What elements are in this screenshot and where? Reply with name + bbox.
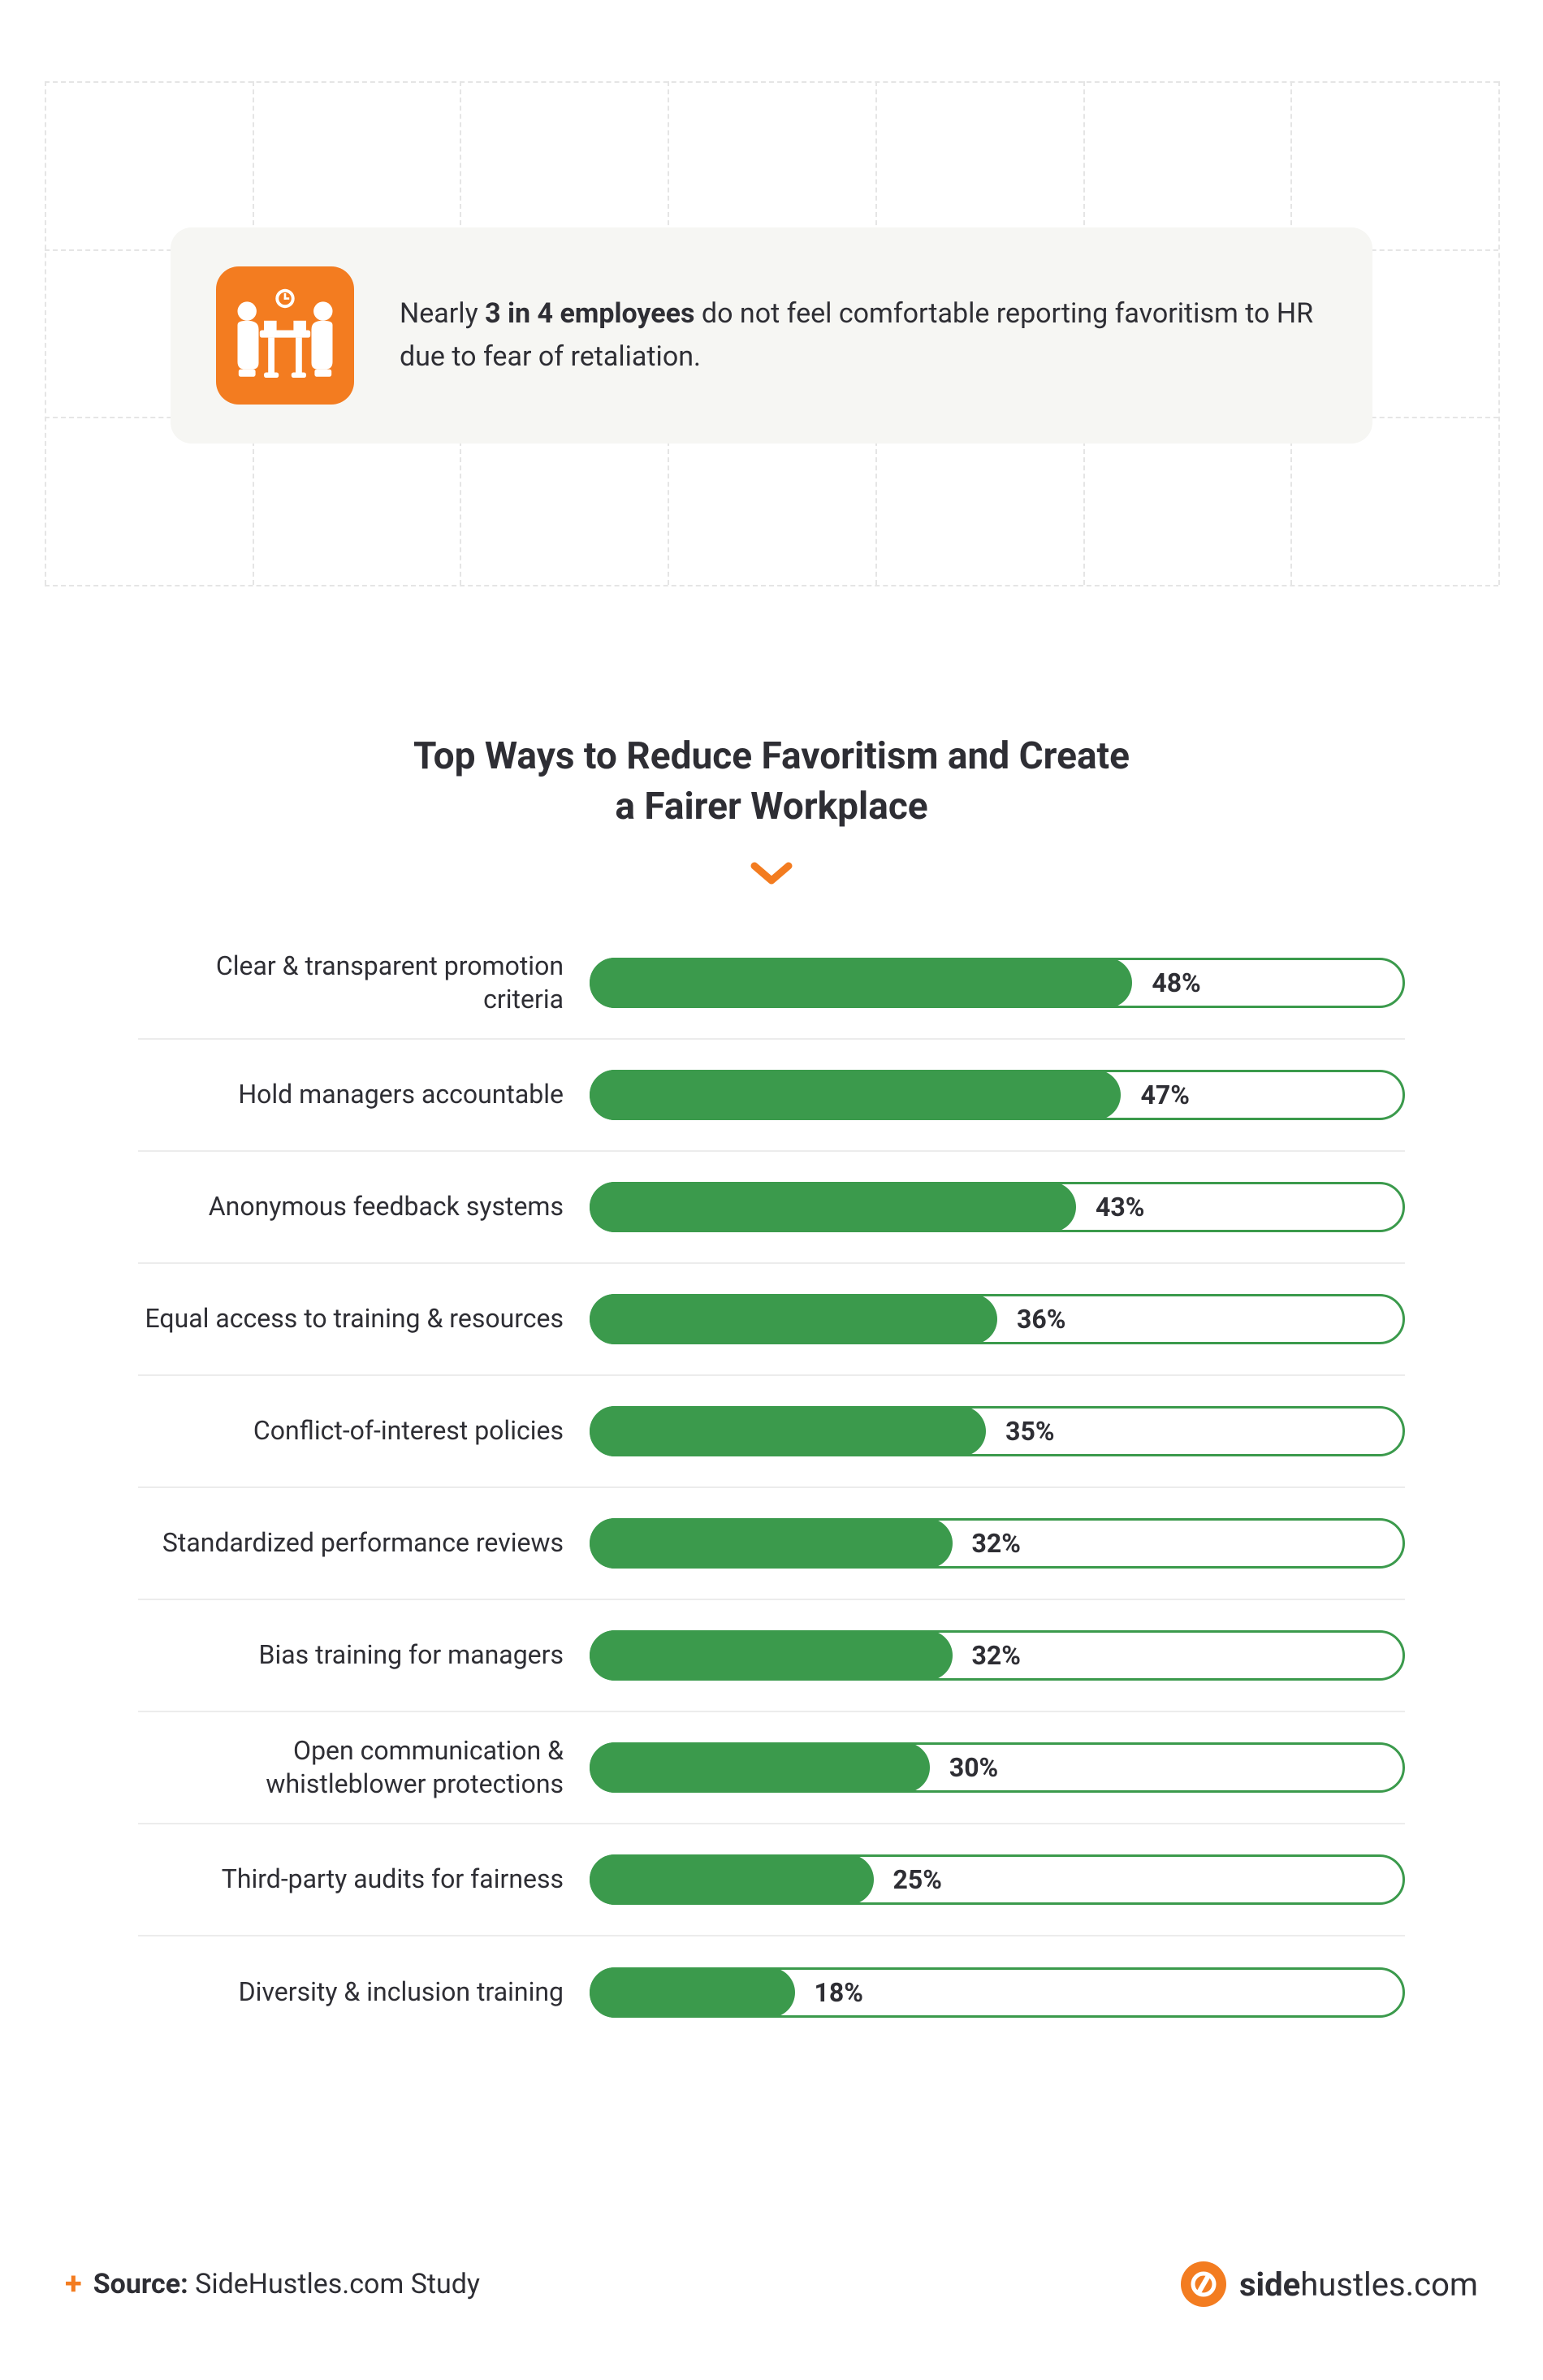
infographic-page: Nearly 3 in 4 employees do not feel comf… (0, 0, 1543, 2380)
bar-label: Conflict-of-interest policies (138, 1414, 568, 1448)
bar-value: 48% (1152, 967, 1200, 998)
chart-row: Standardized performance reviews 32% (138, 1488, 1405, 1600)
footer: + Source: SideHustles.com Study sidehust… (65, 2261, 1478, 2307)
bar-value: 32% (972, 1528, 1021, 1559)
bar-value: 30% (949, 1752, 998, 1783)
chart-row: Hold managers accountable 47% (138, 1040, 1405, 1152)
chart-row: Conflict-of-interest policies 35% (138, 1376, 1405, 1488)
bar-value: 36% (1017, 1304, 1065, 1335)
brand: sidehustles.com (1181, 2261, 1478, 2307)
bar-label: Standardized performance reviews (138, 1526, 568, 1560)
bar-track: 30% (590, 1742, 1405, 1793)
source-label: Source: (93, 2268, 188, 2300)
bar-value: 47% (1140, 1080, 1189, 1110)
bar-label: Third-party audits for fairness (138, 1863, 568, 1897)
bar-value: 32% (972, 1640, 1021, 1671)
bar-track: 32% (590, 1630, 1405, 1681)
bar-fill (590, 958, 1132, 1008)
brand-logo-icon (1181, 2261, 1226, 2307)
chart-row: Anonymous feedback systems 43% (138, 1152, 1405, 1264)
bar-label: Diversity & inclusion training (138, 1975, 568, 2010)
bar-fill (590, 1742, 930, 1793)
callout-bold: 3 in 4 employees (485, 297, 694, 330)
bar-fill (590, 1854, 874, 1905)
bar-track: 48% (590, 958, 1405, 1008)
chart-title-line1: Top Ways to Reduce Favoritism and Create (413, 734, 1130, 778)
bar-track: 47% (590, 1070, 1405, 1120)
chart-title-line2: a Fairer Workplace (615, 785, 927, 829)
chart-row: Equal access to training & resources 36% (138, 1264, 1405, 1376)
source-value: SideHustles.com Study (195, 2268, 480, 2300)
chevron-down-icon (750, 861, 793, 889)
bar-label: Anonymous feedback systems (138, 1190, 568, 1224)
bar-label: Hold managers accountable (138, 1078, 568, 1112)
callout-text: Nearly 3 in 4 employees do not feel comf… (400, 292, 1316, 378)
bar-fill (590, 1182, 1076, 1232)
bar-chart: Top Ways to Reduce Favoritism and Create… (138, 731, 1405, 2049)
bar-label: Bias training for managers (138, 1638, 568, 1672)
callout-prefix: Nearly (400, 297, 485, 330)
bar-value: 35% (1005, 1416, 1054, 1447)
bar-fill (590, 1070, 1121, 1120)
bar-fill (590, 1294, 997, 1344)
bar-track: 18% (590, 1967, 1405, 2018)
plus-icon: + (65, 2266, 82, 2302)
bar-value: 18% (815, 1977, 863, 2008)
bar-fill (590, 1518, 953, 1569)
callout-card: Nearly 3 in 4 employees do not feel comf… (171, 227, 1372, 444)
bar-fill (590, 1967, 795, 2018)
bar-track: 43% (590, 1182, 1405, 1232)
chart-row: Clear & transparent promotion criteria 48… (138, 928, 1405, 1040)
brand-rest: hustles.com (1300, 2265, 1478, 2304)
bar-track: 25% (590, 1854, 1405, 1905)
bar-label: Clear & transparent promotion criteria (138, 950, 568, 1017)
chart-row: Third-party audits for fairness 25% (138, 1824, 1405, 1936)
bar-track: 36% (590, 1294, 1405, 1344)
bar-value: 43% (1096, 1192, 1144, 1222)
chart-title: Top Ways to Reduce Favoritism and Create… (138, 731, 1405, 832)
source: + Source: SideHustles.com Study (65, 2266, 480, 2302)
bar-value: 25% (893, 1864, 942, 1895)
brand-bold: side (1239, 2265, 1300, 2304)
meeting-icon (216, 266, 354, 405)
chart-row: Diversity & inclusion training 18% (138, 1936, 1405, 2049)
bar-label: Open communication & whistleblower prote… (138, 1734, 568, 1802)
chart-rows: Clear & transparent promotion criteria 48… (138, 928, 1405, 2049)
bar-fill (590, 1630, 953, 1681)
bar-track: 32% (590, 1518, 1405, 1569)
bar-track: 35% (590, 1406, 1405, 1456)
chart-row: Bias training for managers 32% (138, 1600, 1405, 1712)
chart-row: Open communication & whistleblower prote… (138, 1712, 1405, 1824)
bar-label: Equal access to training & resources (138, 1302, 568, 1336)
bar-fill (590, 1406, 986, 1456)
